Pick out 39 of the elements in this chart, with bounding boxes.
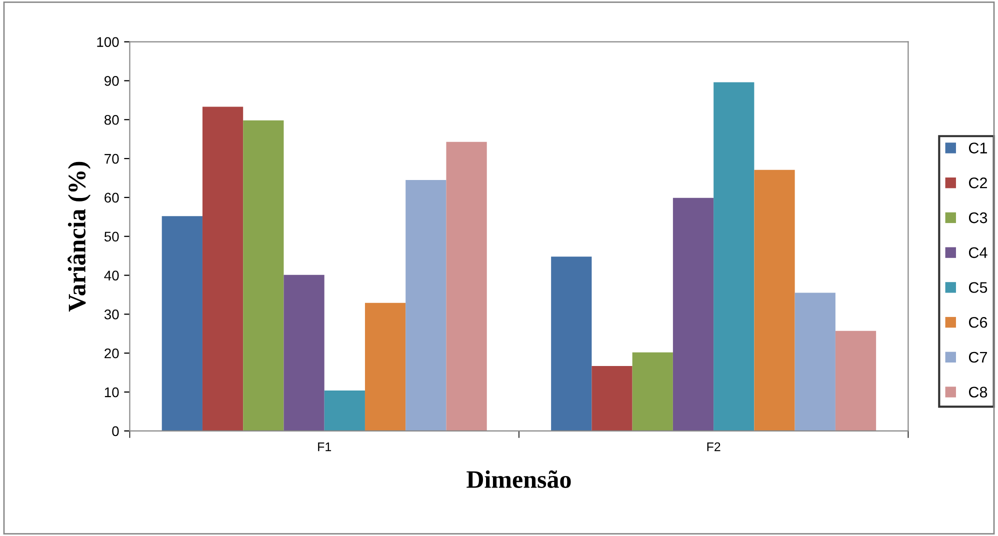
bar [632, 352, 673, 431]
bar [446, 142, 487, 431]
bar [551, 256, 592, 431]
y-tick-label: 60 [104, 192, 119, 203]
x-tick-label: F1 [318, 442, 332, 452]
y-tick-label: 50 [104, 232, 119, 242]
y-tick-label: 20 [104, 348, 119, 358]
y-tick-label: 10 [104, 387, 119, 398]
y-tick-label: 80 [104, 114, 119, 125]
legend-label: C7 [968, 352, 987, 363]
legend-label: C6 [968, 316, 988, 328]
legend-label: C2 [968, 178, 987, 188]
x-axis-title: Dimensão [466, 470, 571, 488]
y-tick-label: 70 [104, 154, 119, 164]
y-tick-label: 0 [112, 426, 119, 436]
bar [406, 180, 446, 431]
bar [835, 330, 876, 431]
bar [284, 274, 324, 431]
bar [794, 292, 836, 431]
legend-label: C4 [968, 247, 988, 258]
bar [364, 302, 406, 431]
bar [592, 366, 632, 431]
legend-label: C8 [968, 386, 988, 398]
legend-label: C3 [968, 212, 988, 224]
legend-label: C5 [968, 282, 988, 293]
bar [243, 120, 284, 431]
bar [202, 106, 244, 431]
y-axis-title: Variância (%) [68, 162, 91, 312]
y-tick-label: 100 [97, 37, 119, 47]
legend-label: C1 [968, 142, 987, 154]
bar [672, 198, 714, 431]
bar [162, 216, 202, 431]
bar [324, 390, 365, 431]
y-tick-label: 30 [104, 310, 119, 320]
y-tick-label: 40 [104, 270, 119, 280]
bar [754, 170, 795, 431]
bar [714, 82, 754, 431]
x-tick-label: F2 [707, 442, 720, 452]
y-tick-label: 90 [104, 76, 119, 86]
